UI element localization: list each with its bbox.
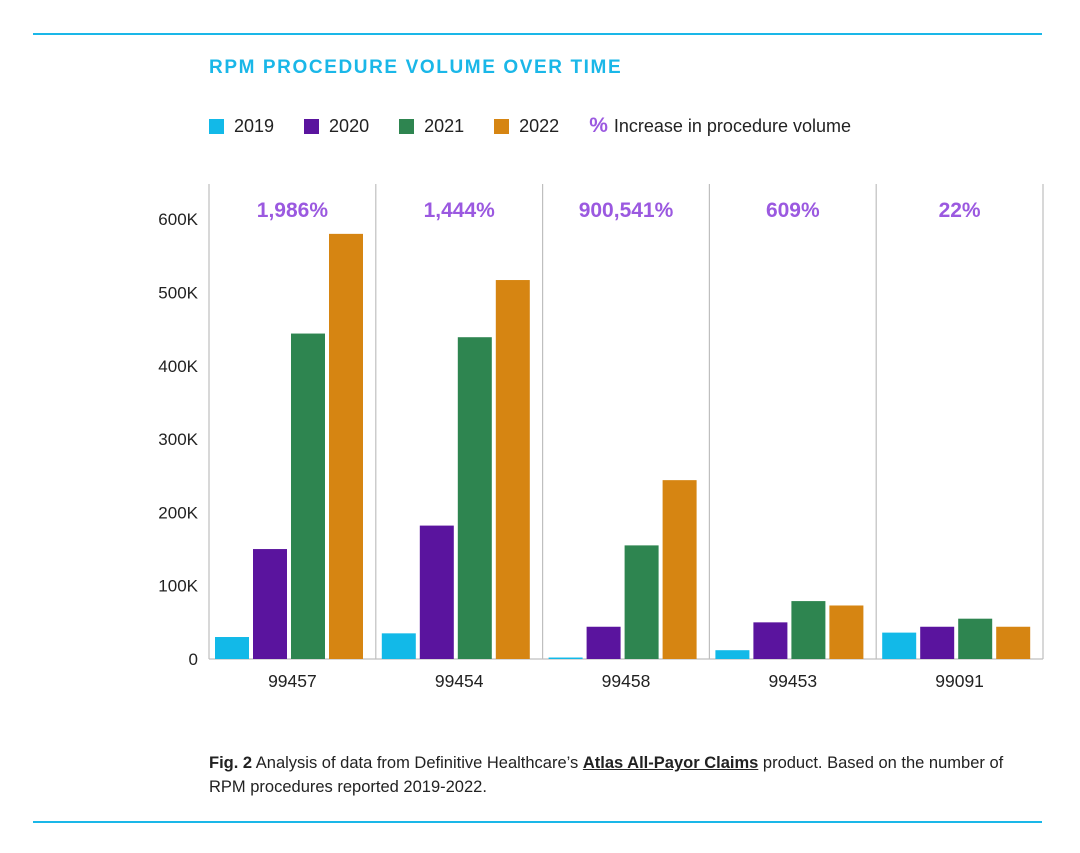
legend-label-pct: Increase in procedure volume xyxy=(613,115,852,136)
caption-text-2: product. Based on the number of RPM proc… xyxy=(209,754,1004,796)
bar-2020-99454 xyxy=(419,525,454,659)
pct-annotation-99454: 1,444% xyxy=(424,199,496,222)
bar-2019-99457 xyxy=(215,637,249,659)
bar-2020-99453 xyxy=(753,622,788,659)
y-tick-label: 400K xyxy=(158,357,198,376)
y-tick-label: 0 xyxy=(189,650,198,669)
legend-item-2020: 2020 xyxy=(304,116,369,137)
legend-item-2022: 2022 xyxy=(494,116,559,137)
x-tick-label-99454: 99454 xyxy=(435,671,484,691)
bar-2019-99453 xyxy=(715,650,750,659)
bar-2019-99091 xyxy=(882,632,917,659)
bar-2021-99454 xyxy=(457,337,492,659)
legend-swatch-2020 xyxy=(304,118,320,134)
bar-2022-99457 xyxy=(329,233,363,660)
bottom-rule xyxy=(33,821,1042,823)
y-tick-label: 500K xyxy=(158,284,198,303)
y-tick-label: 600K xyxy=(158,210,198,229)
pct-annotation-99457: 1,986% xyxy=(257,199,329,222)
chart-title: RPM PROCEDURE VOLUME OVER TIME xyxy=(209,57,623,78)
bar-2019-99454 xyxy=(381,633,416,659)
legend-label-2021: 2021 xyxy=(424,115,465,136)
legend-swatch-2021 xyxy=(399,118,415,134)
bar-2021-99091 xyxy=(958,618,993,659)
pct-annotation-99091: 22% xyxy=(939,199,981,222)
percent-symbol: % xyxy=(589,114,608,137)
legend: 2019 2020 2021 2022 % Increase in proced… xyxy=(209,114,881,138)
pct-annotation-99458: 900,541% xyxy=(579,199,674,222)
caption-fig-label: Fig. 2 xyxy=(209,754,253,772)
legend-item-pct: % Increase in procedure volume xyxy=(589,114,851,138)
atlas-claims-link[interactable]: Atlas All-Payor Claims xyxy=(582,754,759,772)
x-tick-label-99457: 99457 xyxy=(268,671,317,691)
y-tick-label: 100K xyxy=(158,577,198,596)
bar-2020-99458 xyxy=(586,626,621,659)
legend-item-2019: 2019 xyxy=(209,116,274,137)
x-tick-label-99453: 99453 xyxy=(768,671,817,691)
bar-2022-99091 xyxy=(996,626,1031,659)
legend-item-2021: 2021 xyxy=(399,116,464,137)
caption-text-1: Analysis of data from Definitive Healthc… xyxy=(252,754,583,772)
x-tick-label-99458: 99458 xyxy=(602,671,651,691)
bar-2021-99457 xyxy=(291,333,325,659)
legend-swatch-2022 xyxy=(494,118,510,134)
y-tick-label: 200K xyxy=(158,503,198,522)
bar-2022-99453 xyxy=(829,605,864,659)
legend-label-2019: 2019 xyxy=(234,115,275,136)
bar-2021-99458 xyxy=(624,545,659,659)
legend-label-2020: 2020 xyxy=(329,115,370,136)
bar-2020-99457 xyxy=(253,549,287,659)
figure-caption: Fig. 2 Analysis of data from Definitive … xyxy=(209,751,1009,799)
x-tick-label-99091: 99091 xyxy=(935,671,984,691)
pct-annotation-99453: 609% xyxy=(766,199,820,222)
bar-2022-99458 xyxy=(662,480,697,659)
bar-2022-99454 xyxy=(495,280,530,659)
bar-2021-99453 xyxy=(791,601,826,659)
bar-2019-99458 xyxy=(548,657,583,659)
y-tick-label: 300K xyxy=(158,430,198,449)
top-rule xyxy=(33,33,1042,35)
legend-label-2022: 2022 xyxy=(519,115,560,136)
legend-swatch-2019 xyxy=(209,118,224,134)
bar-2020-99091 xyxy=(920,626,955,659)
